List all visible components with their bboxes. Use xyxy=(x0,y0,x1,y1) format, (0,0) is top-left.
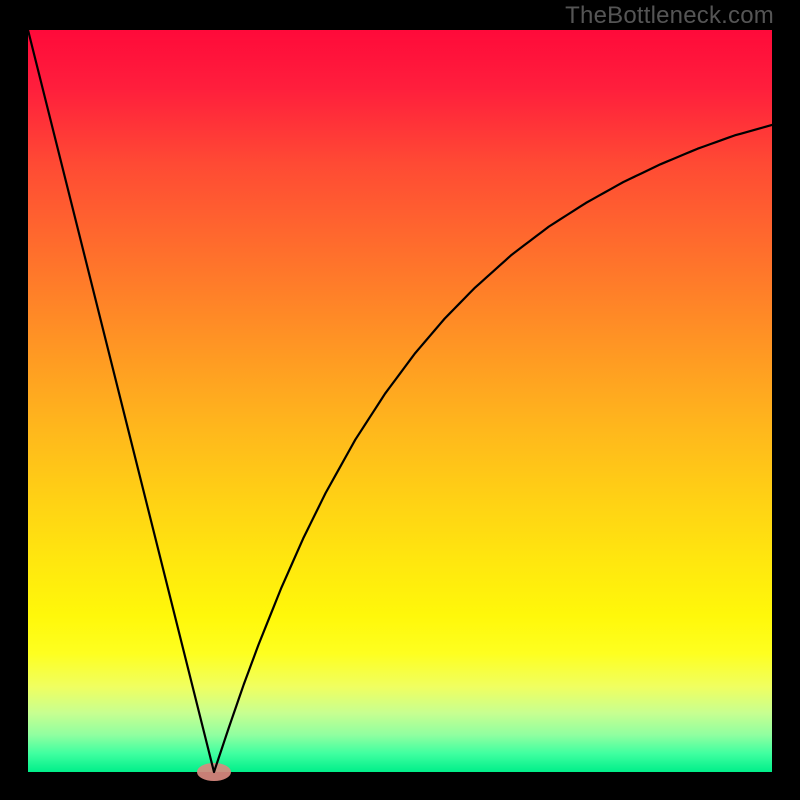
bottleneck-chart xyxy=(0,0,800,800)
plot-area xyxy=(28,30,772,772)
chart-container: TheBottleneck.com xyxy=(0,0,800,800)
watermark-text: TheBottleneck.com xyxy=(565,2,774,30)
